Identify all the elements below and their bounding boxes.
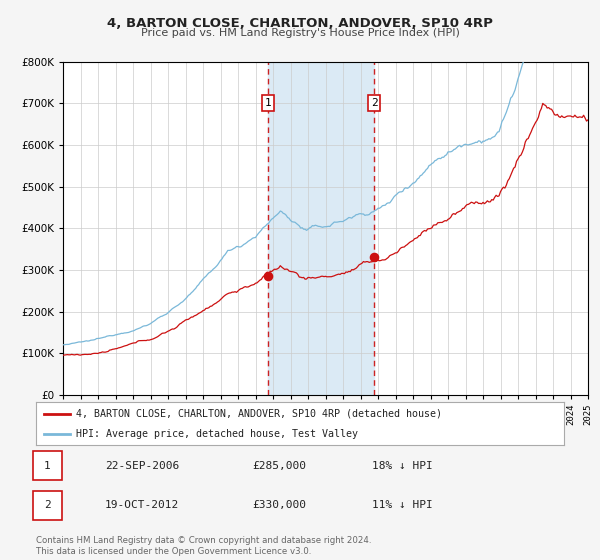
Text: £285,000: £285,000 — [252, 461, 306, 471]
Text: 4, BARTON CLOSE, CHARLTON, ANDOVER, SP10 4RP: 4, BARTON CLOSE, CHARLTON, ANDOVER, SP10… — [107, 17, 493, 30]
Text: 1: 1 — [265, 98, 271, 108]
Text: 2: 2 — [371, 98, 377, 108]
Text: 19-OCT-2012: 19-OCT-2012 — [105, 500, 179, 510]
Text: Price paid vs. HM Land Registry's House Price Index (HPI): Price paid vs. HM Land Registry's House … — [140, 28, 460, 38]
Text: 11% ↓ HPI: 11% ↓ HPI — [372, 500, 433, 510]
Text: 18% ↓ HPI: 18% ↓ HPI — [372, 461, 433, 471]
Text: Contains HM Land Registry data © Crown copyright and database right 2024.
This d: Contains HM Land Registry data © Crown c… — [36, 536, 371, 556]
Text: 2: 2 — [44, 500, 51, 510]
Text: £330,000: £330,000 — [252, 500, 306, 510]
Point — [263, 272, 273, 281]
Text: 1: 1 — [44, 461, 51, 471]
Text: 22-SEP-2006: 22-SEP-2006 — [105, 461, 179, 471]
Bar — [268, 62, 374, 395]
Text: 4, BARTON CLOSE, CHARLTON, ANDOVER, SP10 4RP (detached house): 4, BARTON CLOSE, CHARLTON, ANDOVER, SP10… — [76, 409, 442, 419]
Point — [370, 253, 379, 262]
Text: HPI: Average price, detached house, Test Valley: HPI: Average price, detached house, Test… — [76, 430, 358, 439]
